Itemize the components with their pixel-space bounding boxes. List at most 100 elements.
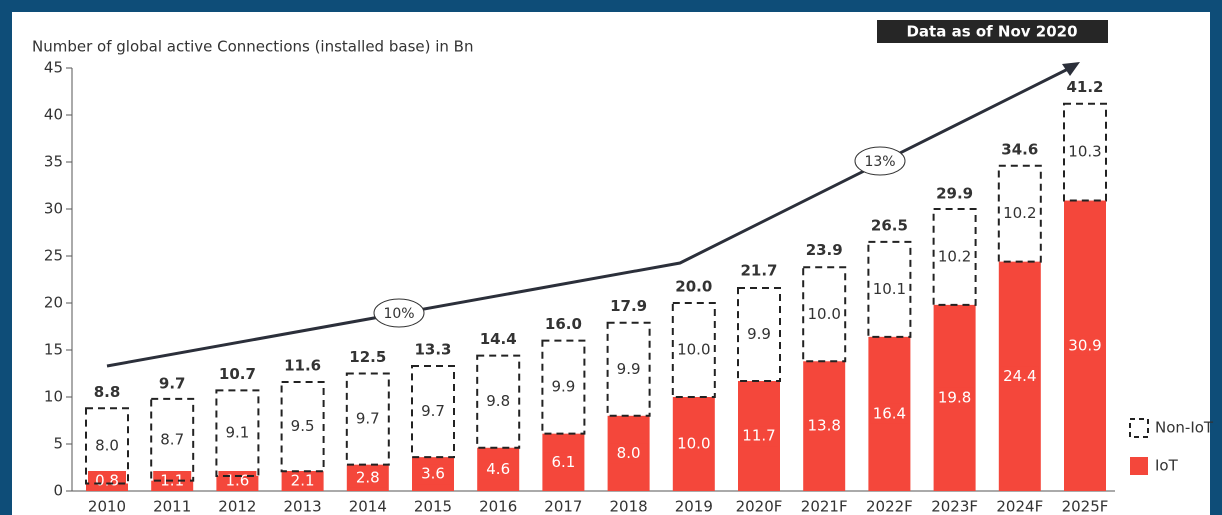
x-tick-label: 2017 (544, 498, 582, 515)
non-iot-bar (932, 208, 977, 306)
total-label: 12.5 (349, 348, 386, 366)
x-tick-label: 2015 (414, 498, 452, 515)
non-iot-bar (1063, 102, 1107, 202)
x-tick-label: 2020F (736, 498, 783, 515)
value-label: 1.6 (225, 472, 249, 490)
cagr-label: 10% (383, 306, 414, 322)
non-iot-bar (737, 286, 781, 383)
x-tick-label: 2024F (996, 498, 1043, 515)
non-iot-bar (215, 389, 260, 477)
label-bg (1066, 335, 1104, 356)
value-label: 9.8 (486, 392, 510, 410)
x-tick-label: 2010 (88, 498, 126, 515)
legend-label: Non-IoT (1155, 419, 1214, 437)
value-label: 8.0 (617, 444, 641, 462)
value-label: 3.6 (421, 465, 445, 483)
legend-swatch (1130, 457, 1148, 475)
non-iot-bar (476, 354, 521, 449)
non-iot-bar (411, 364, 455, 459)
x-tick-label: 2018 (610, 498, 648, 515)
total-label: 14.4 (480, 330, 517, 348)
value-label: 10.0 (677, 341, 710, 359)
value-label: 9.7 (356, 410, 380, 428)
label-bg (805, 416, 844, 437)
value-label: 4.6 (486, 460, 510, 478)
value-label: 6.1 (551, 453, 575, 471)
non-iot-bar (606, 321, 651, 417)
total-label: 23.9 (806, 241, 843, 259)
y-tick-label: 35 (44, 153, 63, 171)
value-label: 9.5 (291, 417, 315, 435)
non-iot-bar (150, 397, 195, 482)
value-label: 9.7 (421, 402, 445, 420)
x-tick-label: 2012 (218, 498, 256, 515)
x-tick-label: 2021F (801, 498, 848, 515)
label-bg (283, 471, 322, 491)
label-bg (935, 387, 974, 408)
value-label: 24.4 (1003, 367, 1036, 385)
total-label: 21.7 (740, 262, 777, 280)
label-bg (544, 452, 583, 473)
y-tick-label: 0 (53, 482, 63, 500)
total-label: 9.7 (159, 374, 186, 392)
cagr-label: 13% (864, 154, 895, 170)
total-label: 34.6 (1001, 140, 1038, 158)
label-bg (740, 426, 778, 447)
non-iot-bar (280, 380, 325, 473)
note: Data as of Nov 2020 (906, 23, 1077, 41)
value-label: 2.8 (356, 468, 380, 486)
y-tick-label: 5 (53, 435, 63, 453)
total-label: 20.0 (675, 278, 712, 296)
value-label: 9.9 (551, 378, 575, 396)
arrow-head (1062, 62, 1080, 76)
value-label: 9.9 (747, 325, 771, 343)
y-tick-label: 40 (44, 106, 63, 124)
value-label: 9.1 (225, 424, 249, 442)
x-tick-label: 2014 (349, 498, 387, 515)
total-label: 41.2 (1066, 78, 1103, 96)
total-label: 10.7 (219, 365, 256, 383)
value-label: 16.4 (873, 404, 906, 422)
non-iot-bar (541, 339, 586, 435)
non-iot-bar (867, 240, 912, 338)
total-label: 11.6 (284, 356, 321, 374)
non-iot-bar (345, 372, 390, 466)
y-tick-label: 45 (44, 59, 63, 77)
total-label: 13.3 (414, 340, 451, 358)
y-tick-label: 10 (44, 388, 63, 406)
y-tick-label: 20 (44, 294, 63, 312)
value-label: 8.0 (95, 436, 119, 454)
value-label: 9.9 (617, 360, 641, 378)
non-iot-bar (85, 407, 129, 485)
total-label: 8.8 (94, 383, 121, 401)
label-bg (88, 471, 126, 491)
x-tick-label: 2019 (675, 498, 713, 515)
value-label: 30.9 (1068, 336, 1101, 354)
label-bg (348, 467, 387, 488)
non-iot-bar (671, 302, 716, 398)
y-tick-label: 15 (44, 341, 63, 359)
y-tick-label: 30 (44, 200, 63, 218)
label-bg (1000, 366, 1039, 387)
label-bg (414, 464, 452, 485)
note-bg (877, 20, 1108, 43)
value-label: 19.8 (938, 388, 971, 406)
label-bg (609, 443, 648, 464)
value-label: 11.7 (742, 427, 775, 445)
value-label: 10.2 (1003, 204, 1036, 222)
total-label: 16.0 (545, 315, 582, 333)
total-label: 26.5 (871, 216, 908, 234)
value-label: 10.0 (677, 435, 710, 453)
x-tick-label: 2011 (153, 498, 191, 515)
label-bg (674, 434, 713, 454)
cagr-arrow (106, 66, 1071, 368)
legend-swatch (1129, 418, 1149, 438)
value-label: 0.8 (95, 472, 119, 490)
x-tick-label: 2013 (284, 498, 322, 515)
label-bg (870, 403, 909, 424)
cagr-bubble (854, 146, 906, 176)
x-tick-label: 2016 (479, 498, 517, 515)
x-tick-label: 2025F (1062, 498, 1109, 515)
x-tick-label: 2022F (866, 498, 913, 515)
